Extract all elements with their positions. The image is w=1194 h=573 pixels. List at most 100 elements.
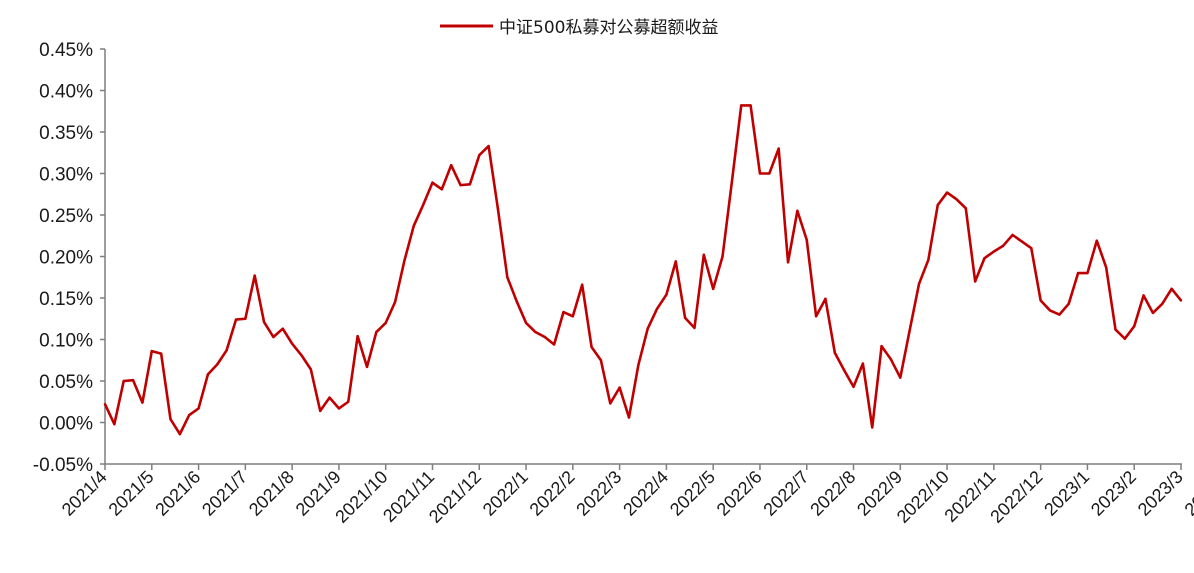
x-tick-label: 2023/4 [1181, 467, 1194, 520]
data-point [459, 183, 462, 187]
data-point [908, 329, 911, 332]
data-point [562, 310, 565, 314]
data-point [281, 327, 284, 330]
data-point [992, 250, 996, 253]
data-point [955, 198, 958, 201]
data-point [393, 300, 397, 304]
data-point [1076, 271, 1080, 275]
x-tick-label: 2021/7 [198, 467, 251, 520]
data-point [674, 260, 677, 263]
data-point [945, 191, 949, 194]
data-point [721, 255, 724, 258]
data-point [337, 407, 341, 410]
data-point [599, 359, 603, 362]
data-point [1020, 240, 1024, 243]
data-point [300, 354, 303, 357]
y-tick-label: 0.10% [39, 331, 93, 352]
data-point [1151, 311, 1155, 315]
data-point [234, 318, 238, 321]
data-point [347, 400, 350, 403]
data-point [431, 181, 434, 184]
data-point [1039, 299, 1042, 302]
data-point [571, 315, 575, 318]
data-point [852, 385, 855, 389]
y-tick-label: 0.00% [39, 414, 93, 435]
data-point [131, 378, 135, 382]
data-point [936, 203, 939, 207]
data-point [758, 172, 762, 175]
data-point [777, 147, 780, 150]
data-point [814, 315, 818, 318]
data-point [842, 369, 846, 372]
data-point [1104, 266, 1108, 269]
data-point [169, 417, 172, 421]
data-point [141, 401, 144, 404]
data-point [506, 276, 509, 279]
data-point [1114, 328, 1117, 331]
data-point [365, 365, 369, 369]
y-tick-label: 0.20% [39, 248, 93, 269]
data-point [1011, 233, 1014, 237]
data-point [524, 321, 528, 325]
data-point [590, 345, 593, 349]
y-tick-label: 0.15% [39, 289, 93, 310]
data-point [122, 379, 125, 383]
data-point [403, 259, 406, 262]
y-tick-label: 0.45% [39, 40, 93, 61]
data-point [1095, 239, 1098, 242]
legend-label: 中证500私募对公募超额收益 [499, 18, 718, 38]
data-point [749, 104, 752, 107]
x-tick-label: 2021/5 [105, 467, 158, 520]
data-point [384, 321, 387, 325]
y-tick-label: 0.40% [39, 82, 93, 103]
data-point [1058, 313, 1061, 316]
data-point [665, 293, 668, 296]
data-point [927, 258, 930, 262]
data-point [637, 364, 640, 367]
data-point [113, 422, 116, 426]
y-tick-label: 0.05% [39, 372, 93, 393]
data-point [655, 307, 659, 310]
x-tick-label: 2022/7 [759, 467, 812, 520]
data-point [880, 344, 883, 348]
data-point [1030, 247, 1033, 250]
data-point [1179, 299, 1183, 302]
data-point [1048, 309, 1052, 312]
x-tick-label: 2022/12 [986, 467, 1046, 527]
x-tick-label: 2022/4 [619, 467, 672, 520]
data-point [768, 172, 771, 175]
data-point [889, 358, 893, 361]
data-point [973, 280, 977, 283]
data-point [543, 335, 546, 339]
data-point [440, 188, 444, 191]
data-point [917, 282, 921, 286]
data-point [730, 180, 734, 183]
data-point [178, 432, 182, 436]
data-point [496, 207, 500, 211]
series-line [103, 104, 1183, 436]
data-point [1123, 337, 1127, 340]
data-point [225, 349, 228, 352]
data-point [487, 144, 490, 148]
data-point [206, 373, 210, 376]
data-point [740, 104, 743, 107]
data-point [478, 154, 481, 157]
data-point [693, 326, 696, 330]
y-tick-label: 0.30% [39, 165, 93, 186]
data-point [833, 351, 837, 354]
data-point [805, 238, 808, 242]
series-layer [103, 104, 1183, 436]
data-point [609, 402, 612, 405]
data-point [1067, 302, 1070, 306]
data-point [319, 409, 322, 413]
data-point [683, 316, 687, 320]
data-point [861, 362, 865, 365]
y-tick-label: -0.05% [33, 455, 93, 476]
data-point [580, 283, 584, 286]
y-tick-label: 0.25% [39, 206, 93, 227]
data-point [899, 376, 902, 379]
data-point [983, 256, 986, 260]
data-point [309, 368, 313, 371]
data-point [786, 261, 790, 264]
legend: 中证500私募对公募超额收益 [440, 18, 718, 38]
